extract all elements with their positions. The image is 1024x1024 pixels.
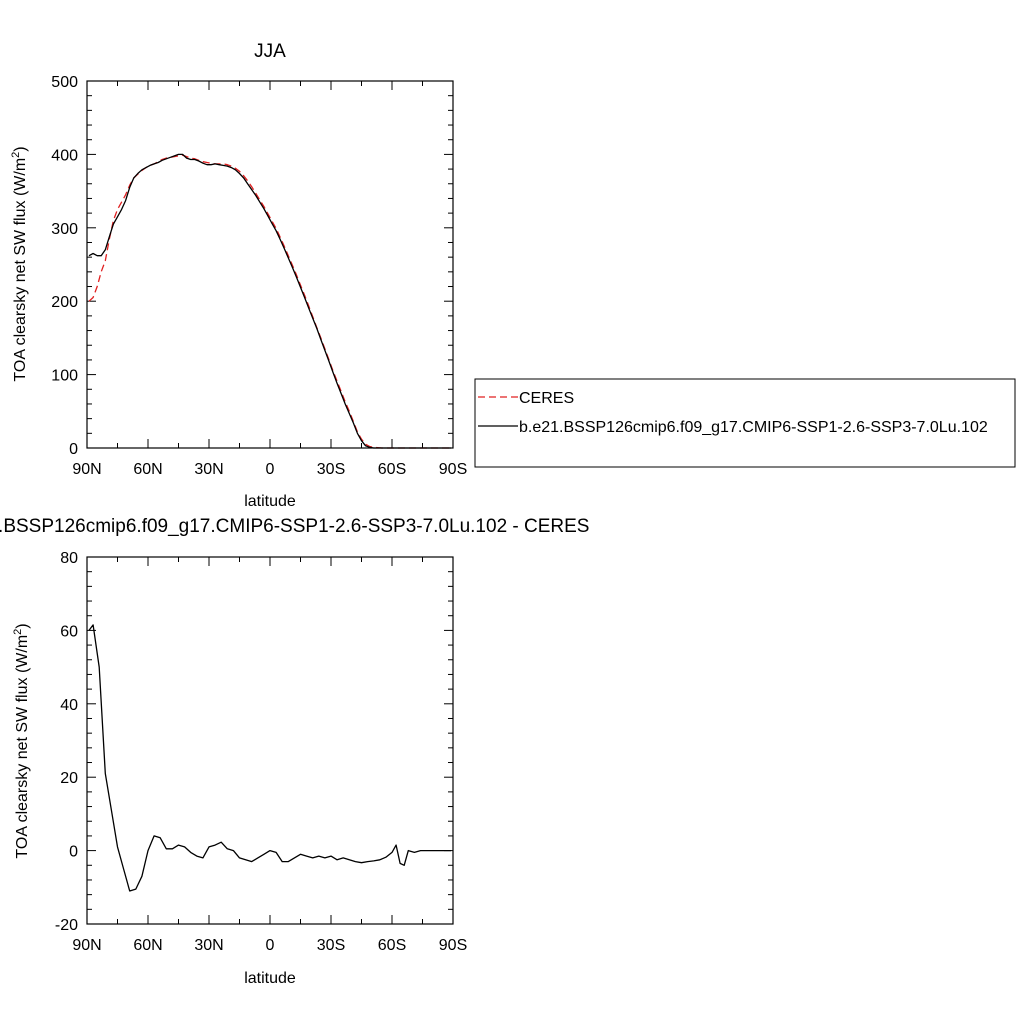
x-tick-label: 30S xyxy=(317,461,345,478)
y-tick-label: 500 xyxy=(51,74,78,91)
x-tick-label: 0 xyxy=(266,937,275,954)
y-tick-label: 400 xyxy=(51,147,78,164)
series-line-ceres xyxy=(88,154,451,449)
diff-chart-title: b.e21.BSSP126cmip6.f09_g17.CMIP6-SSP1-2.… xyxy=(0,516,589,537)
y-tick-label: 80 xyxy=(60,550,78,567)
x-tick-label: 60S xyxy=(378,461,406,478)
legend-label-model: b.e21.BSSP126cmip6.f09_g17.CMIP6-SSP1-2.… xyxy=(519,419,988,436)
y-axis-label-close: ) xyxy=(14,623,31,628)
x-axis-label: latitude xyxy=(244,970,296,987)
y-tick-label: 0 xyxy=(69,844,78,861)
x-axis-label: latitude xyxy=(244,493,296,510)
plot-frame xyxy=(86,80,454,449)
plot-lines xyxy=(88,624,451,892)
x-tick-label: 0 xyxy=(266,461,275,478)
y-axis-label: TOA clearsky net SW flux (W/m2) xyxy=(10,146,29,381)
x-tick-labels: 90N 60N 30N 0 30S 60S 90S xyxy=(72,461,467,478)
y-axis-label-text: TOA clearsky net SW flux (W/m xyxy=(14,635,31,859)
chart-panel-bottom: b.e21.BSSP126cmip6.f09_g17.CMIP6-SSP1-2.… xyxy=(0,516,589,987)
y-tick-label: 60 xyxy=(60,623,78,640)
x-tick-label: 90S xyxy=(439,937,467,954)
x-tick-label: 90S xyxy=(439,461,467,478)
y-tick-label: 40 xyxy=(60,697,78,714)
x-tick-label: 30N xyxy=(194,461,223,478)
legend-label-ceres: CERES xyxy=(519,390,574,407)
legend-box xyxy=(474,378,1016,468)
x-tick-label: 60N xyxy=(133,461,162,478)
x-tick-label: 60N xyxy=(133,937,162,954)
x-tick-label: 30S xyxy=(317,937,345,954)
y-axis-label: TOA clearsky net SW flux (W/m2) xyxy=(12,623,31,858)
x-tick-label: 30N xyxy=(194,937,223,954)
legend: CERES b.e21.BSSP126cmip6.f09_g17.CMIP6-S… xyxy=(474,378,1016,468)
plot-frame xyxy=(86,556,454,925)
y-tick-label: 200 xyxy=(51,294,78,311)
y-axis-label-text: TOA clearsky net SW flux (W/m xyxy=(12,158,29,382)
y-tick-label: 300 xyxy=(51,221,78,238)
axis-ticks xyxy=(86,556,454,925)
y-tick-label: -20 xyxy=(55,917,78,934)
series-line-difference xyxy=(88,624,451,892)
y-tick-label: 20 xyxy=(60,770,78,787)
y-tick-labels: -20 0 20 40 60 80 xyxy=(55,550,78,934)
plot-lines xyxy=(88,153,451,449)
y-axis-label-superscript: 2 xyxy=(10,152,22,158)
x-tick-label: 90N xyxy=(72,461,101,478)
x-tick-label: 90N xyxy=(72,937,101,954)
x-tick-labels: 90N 60N 30N 0 30S 60S 90S xyxy=(72,937,467,954)
x-tick-label: 60S xyxy=(378,937,406,954)
chart-panel-top: JJA 90N 60N 30N 0 30S 60S 90S 0 100 200 300 400 500… xyxy=(10,41,467,510)
y-tick-label: 100 xyxy=(51,368,78,385)
y-tick-labels: 0 100 200 300 400 500 xyxy=(51,74,78,458)
y-axis-label-superscript: 2 xyxy=(12,629,24,635)
axis-ticks xyxy=(86,80,454,449)
y-tick-label: 0 xyxy=(69,441,78,458)
series-line-model xyxy=(88,153,451,449)
chart-title: JJA xyxy=(254,41,286,62)
y-axis-label-close: ) xyxy=(12,146,29,151)
